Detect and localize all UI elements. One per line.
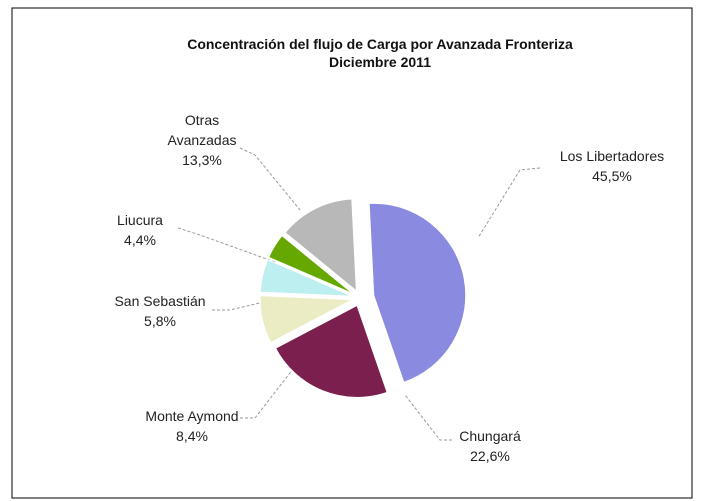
chart-title: Concentración del flujo de Carga por Ava… (187, 36, 573, 52)
category-label: Chungará (459, 428, 521, 444)
category-label: Liucura (117, 212, 163, 228)
category-label: San Sebastián (114, 293, 206, 309)
pie-slice (368, 202, 467, 383)
slice-label: Los Libertadores 45,5% (560, 146, 664, 186)
category-label: Otras Avanzadas (167, 112, 237, 148)
leader-line (212, 299, 273, 311)
leader-line (177, 227, 276, 263)
slice-label: Monte Aymond 8,4% (145, 406, 238, 446)
slices (259, 198, 467, 398)
leader-line (240, 359, 301, 419)
leader-line (239, 147, 301, 211)
chart-subtitle: Diciembre 2011 (329, 54, 431, 70)
leader-lines (177, 147, 541, 441)
category-label: Monte Aymond (145, 408, 239, 424)
slice-label: Liucura 4,4% (117, 210, 163, 250)
category-label: Los Libertadores (559, 148, 665, 164)
value-label: 45,5% (592, 168, 632, 184)
leader-line (477, 167, 541, 239)
pie-slice (259, 258, 353, 297)
slice-label: Otras Avanzadas 13,3% (157, 110, 247, 170)
value-label: 13,3% (182, 152, 222, 168)
value-label: 8,4% (176, 428, 208, 444)
value-label: 22,6% (470, 448, 510, 464)
pie-slice (284, 198, 357, 292)
value-label: 4,4% (124, 232, 156, 248)
value-label: 5,8% (144, 313, 176, 329)
pie-slice (268, 234, 354, 295)
chart-border (11, 7, 693, 499)
leader-line (404, 394, 452, 441)
pie-slice (274, 304, 388, 398)
pie-slice (259, 295, 355, 344)
slice-label: Chungará 22,6% (459, 426, 521, 466)
slice-label: San Sebastián 5,8% (114, 291, 205, 331)
